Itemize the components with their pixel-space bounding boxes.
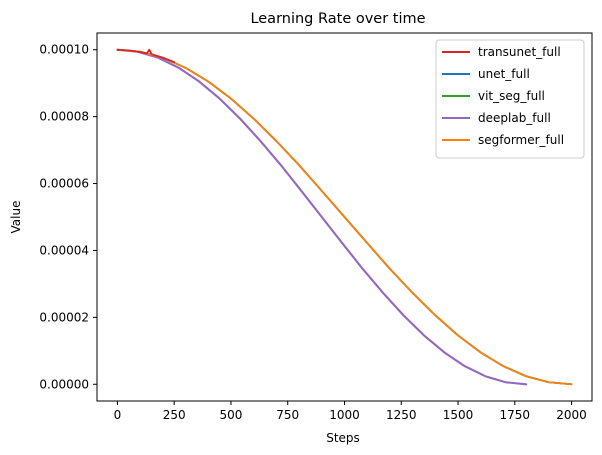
series-group <box>116 48 573 386</box>
x-axis: 0 250 500 750 1000 1250 1500 1750 2000 <box>114 401 587 422</box>
x-tick-label: 1250 <box>386 408 417 422</box>
y-tick-label: 0.00006 <box>39 177 89 191</box>
series-line-segformer_full <box>116 48 573 386</box>
legend-label-segformer_full: segformer_full <box>478 133 564 147</box>
y-axis-label: Value <box>9 201 23 234</box>
y-tick-label: 0.00004 <box>39 243 89 257</box>
x-tick-label: 2000 <box>556 408 587 422</box>
series-line-deeplab_full <box>116 48 528 386</box>
y-tick-label: 0.00002 <box>39 310 89 324</box>
legend-box <box>435 39 585 159</box>
x-tick-label: 750 <box>276 408 299 422</box>
y-tick-label: 0.00010 <box>39 43 89 57</box>
y-axis: 0.00000 0.00002 0.00004 0.00006 0.00008 0.000… <box>39 43 97 391</box>
legend-label-transunet_full: transunet_full <box>478 45 561 59</box>
legend-label-vit_seg_full: vit_seg_full <box>478 89 545 103</box>
y-tick-label: 0.00000 <box>39 377 89 391</box>
x-tick-label: 0 <box>114 408 122 422</box>
x-axis-label: Steps <box>326 431 360 445</box>
x-tick-label: 1500 <box>443 408 474 422</box>
y-tick-label: 0.00008 <box>39 110 89 124</box>
legend-label-unet_full: unet_full <box>478 67 530 81</box>
x-tick-label: 500 <box>220 408 243 422</box>
x-tick-label: 250 <box>163 408 186 422</box>
legend-label-deeplab_full: deeplab_full <box>478 111 551 125</box>
legend: transunet_full unet_full vit_seg_fulldeepl… <box>435 39 585 159</box>
chart-title: Learning Rate over time <box>250 11 425 27</box>
series-line-transunet_full <box>116 48 176 64</box>
x-tick-label: 1000 <box>329 408 360 422</box>
x-tick-label: 1750 <box>500 408 531 422</box>
